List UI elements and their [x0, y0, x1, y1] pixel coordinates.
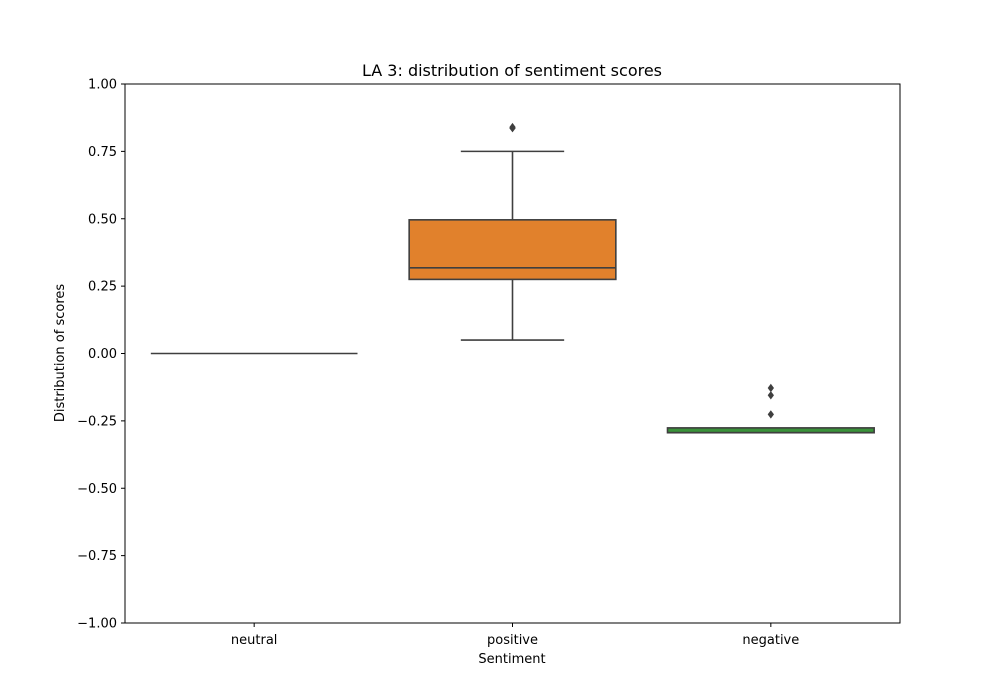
plot-area-frame	[124, 83, 901, 624]
x-tick-label-positive: positive	[487, 633, 538, 648]
y-tick-label: 1.00	[88, 78, 117, 93]
x-tick-label-negative: negative	[742, 633, 799, 648]
outlier-point	[767, 383, 774, 393]
y-tick-label: 0.00	[88, 347, 117, 362]
y-tick-label: −0.25	[77, 414, 117, 429]
box-body	[408, 219, 617, 281]
y-tick-label: 0.50	[88, 212, 117, 227]
chart-title: LA 3: distribution of sentiment scores	[362, 61, 662, 80]
outlier-point	[767, 410, 774, 419]
y-tick-label: 0.25	[88, 280, 117, 295]
outlier-point	[767, 391, 774, 400]
x-tick-label-neutral: neutral	[231, 633, 278, 648]
x-axis-label: Sentiment	[478, 652, 545, 667]
y-tick-label: −0.75	[77, 549, 117, 564]
box-positive	[408, 122, 617, 341]
y-axis-label: Distribution of scores	[53, 284, 68, 423]
y-tick-label: −0.50	[77, 482, 117, 497]
box-negative	[666, 383, 875, 434]
y-tick-label: 0.75	[88, 145, 117, 160]
outlier-point	[509, 123, 516, 133]
y-tick-label: −1.00	[77, 617, 117, 632]
